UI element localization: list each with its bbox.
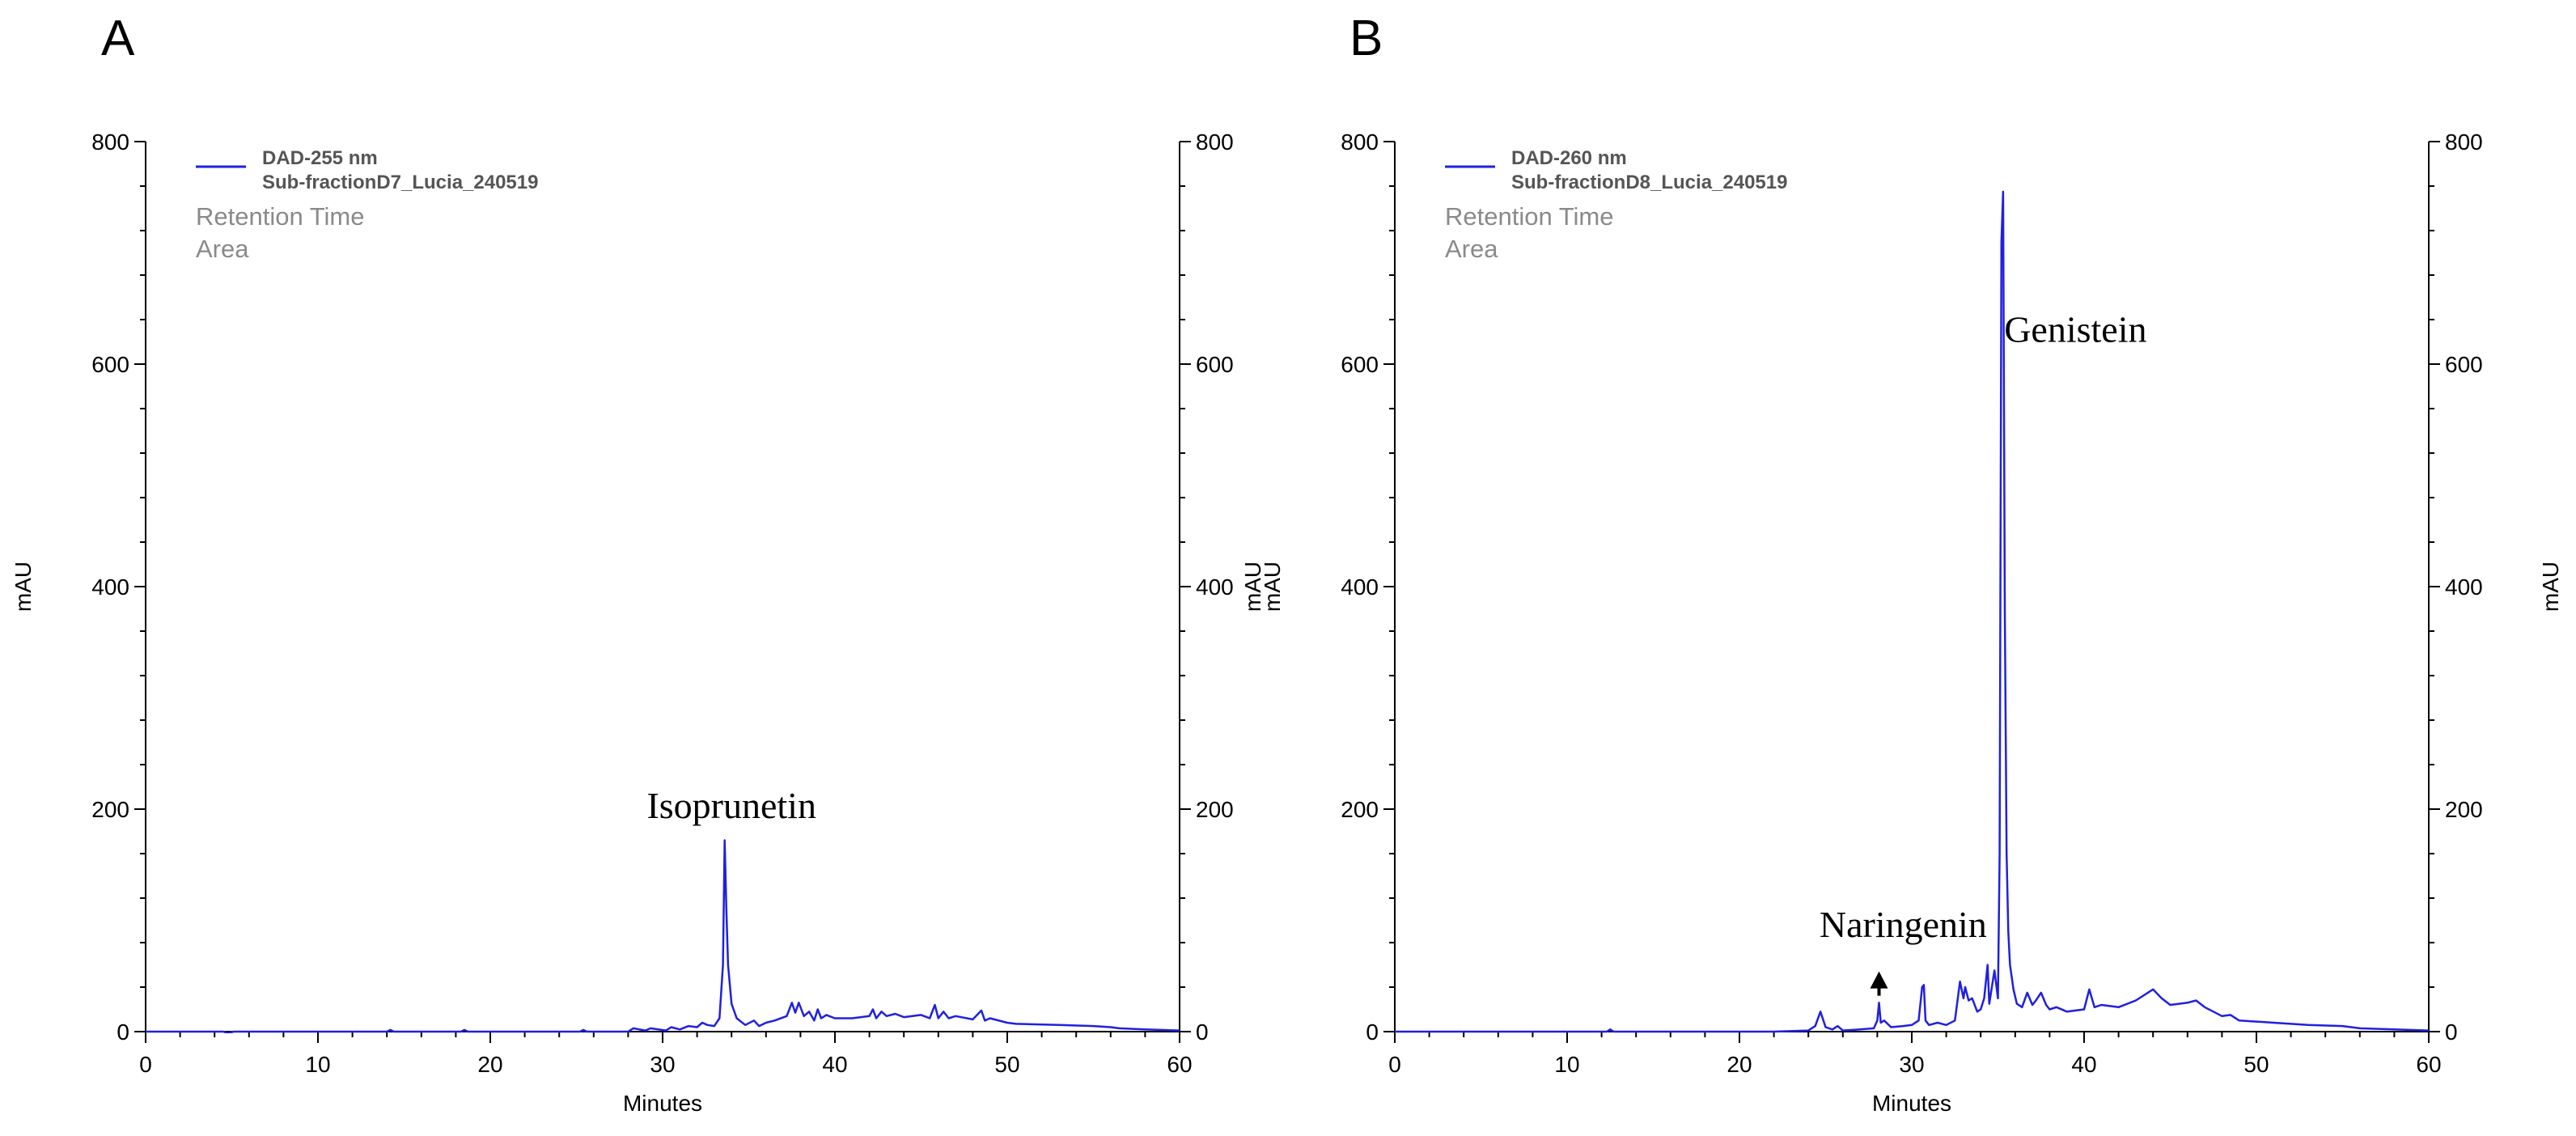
panel-letter: B [1349,11,1383,66]
y-tick-label-right: 0 [2445,1019,2458,1045]
legend-sample-name: Sub-fractionD7_Lucia_240519 [262,172,538,193]
x-tick-label: 30 [650,1052,675,1077]
series-line [146,839,1180,1033]
y-tick-label-left: 0 [1366,1019,1379,1045]
y-tick-label-right: 200 [2445,797,2483,822]
annotation-naringenin: Naringenin [1820,904,1987,945]
arrow-head [1870,971,1888,989]
x-tick-label: 20 [477,1052,502,1077]
legend-series-name: DAD-255 nm [262,147,378,169]
annotation-genistein: Genistein [2004,309,2146,350]
x-axis-title: Minutes [623,1091,702,1116]
y-tick-label-left: 200 [1341,797,1379,822]
x-tick-label: 20 [1727,1052,1752,1077]
y-tick-label-right: 200 [1196,797,1234,822]
y-tick-label-right: 800 [2445,129,2483,155]
x-tick-label: 50 [994,1052,1019,1077]
legend-extra-retention-time: Retention Time [196,202,365,231]
x-tick-label: 40 [822,1052,847,1077]
y-tick-label-left: 400 [91,574,129,600]
y-tick-label-right: 800 [1196,129,1234,155]
y-axis-title-left: mAU [11,562,36,612]
series-line [1395,190,2429,1033]
y-axis-title-right: mAU [1240,562,1265,612]
x-tick-label: 10 [1554,1052,1579,1077]
y-tick-label-left: 200 [91,797,129,822]
legend-extra-area: Area [196,235,249,263]
y-tick-label-left: 800 [91,129,129,155]
y-tick-label-left: 600 [1341,352,1379,377]
panel-letter: A [101,11,135,66]
y-tick-label-right: 600 [2445,352,2483,377]
annotation-isoprunetin: Isoprunetin [646,785,816,826]
legend-extra-retention-time: Retention Time [1445,202,1614,231]
x-tick-label: 0 [1388,1052,1401,1077]
x-tick-label: 40 [2071,1052,2096,1077]
x-tick-label: 0 [139,1052,152,1077]
y-tick-label-left: 800 [1341,129,1379,155]
y-tick-label-right: 400 [1196,574,1234,600]
x-tick-label: 60 [1167,1052,1192,1077]
x-axis-title: Minutes [1872,1091,1951,1116]
y-tick-label-right: 600 [1196,352,1234,377]
y-tick-label-left: 0 [117,1019,129,1045]
y-tick-label-left: 400 [1341,574,1379,600]
y-tick-label-left: 600 [91,352,129,377]
y-axis-title-right: mAU [2538,562,2563,612]
legend-series-name: DAD-260 nm [1511,147,1627,169]
x-tick-label: 50 [2243,1052,2269,1077]
x-tick-label: 60 [2416,1052,2441,1077]
y-axis-title-left: mAU [1260,562,1285,612]
y-tick-label-right: 400 [2445,574,2483,600]
legend-extra-area: Area [1445,235,1498,263]
x-tick-label: 30 [1899,1052,1924,1077]
legend-sample-name: Sub-fractionD8_Lucia_240519 [1511,172,1787,193]
y-tick-label-right: 0 [1196,1019,1209,1045]
x-tick-label: 10 [305,1052,330,1077]
